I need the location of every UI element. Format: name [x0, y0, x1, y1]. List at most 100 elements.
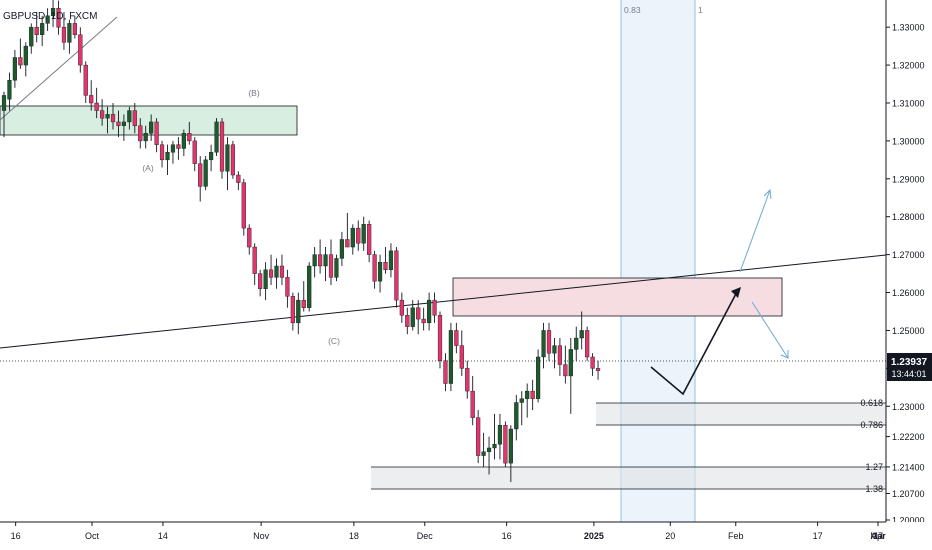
candle-bear[interactable] [198, 156, 203, 202]
candle-bear[interactable] [94, 87, 99, 119]
candle-bear[interactable] [252, 243, 257, 285]
candle-bear[interactable] [530, 379, 535, 411]
candle-bull[interactable] [1, 91, 7, 138]
candle-bull[interactable] [214, 118, 219, 157]
time-axis-bg[interactable] [0, 522, 932, 550]
candle-bear[interactable] [230, 140, 235, 179]
candle-bear[interactable] [61, 12, 67, 50]
candle-bear[interactable] [132, 102, 137, 134]
candle-bull[interactable] [519, 391, 524, 426]
candle-bear[interactable] [437, 311, 443, 369]
candle-bear[interactable] [187, 121, 192, 145]
candle-bear[interactable] [590, 353, 595, 376]
candle-bear[interactable] [219, 118, 225, 179]
candle-bear[interactable] [241, 178, 246, 236]
candle-bull[interactable] [312, 247, 317, 278]
candle-bear[interactable] [236, 171, 241, 191]
candle-bear[interactable] [285, 269, 290, 308]
candle-bear[interactable] [154, 118, 159, 153]
candle-bull[interactable] [492, 413, 497, 460]
candle-bull[interactable] [149, 114, 154, 141]
candle-bull[interactable] [481, 432, 486, 467]
candle-bull[interactable] [427, 292, 432, 331]
candle-bull[interactable] [143, 125, 148, 149]
candle-bear[interactable] [116, 110, 121, 138]
candle-bear[interactable] [192, 137, 197, 172]
candle-bear[interactable] [56, 0, 61, 35]
candle-bear[interactable] [110, 102, 116, 130]
candle-bear[interactable] [585, 326, 590, 361]
candle-bull[interactable] [40, 15, 45, 47]
candle-bear[interactable] [503, 421, 508, 467]
candle-bull[interactable] [121, 114, 126, 141]
candle-bull[interactable] [448, 322, 453, 392]
candle-bull[interactable] [323, 247, 328, 282]
candle-bear[interactable] [476, 410, 481, 464]
candle-bull[interactable] [508, 425, 513, 483]
candle-bear[interactable] [301, 281, 306, 312]
candle-bull[interactable] [263, 262, 268, 301]
candle-bear[interactable] [83, 61, 88, 103]
candle-bull[interactable] [274, 258, 279, 289]
candle-bear[interactable] [595, 360, 601, 380]
candle-bull[interactable] [307, 262, 312, 312]
candle-bear[interactable] [18, 38, 23, 69]
candle-bull[interactable] [50, 0, 56, 28]
candle-bull[interactable] [377, 254, 383, 293]
candle-bear[interactable] [394, 247, 399, 308]
candle-bull[interactable] [165, 144, 170, 176]
candle-bear[interactable] [345, 212, 350, 248]
candle-bear[interactable] [465, 360, 470, 399]
candle-bear[interactable] [399, 292, 404, 323]
candle-bear[interactable] [279, 254, 285, 285]
candle-bear[interactable] [72, 15, 77, 39]
candle-bull[interactable] [105, 106, 110, 134]
candle-bull[interactable] [67, 19, 72, 54]
candle-bear[interactable] [258, 269, 263, 297]
candle-bull[interactable] [574, 326, 579, 361]
candle-bear[interactable] [443, 353, 448, 392]
candle-bull[interactable] [12, 49, 17, 88]
candle-bull[interactable] [388, 243, 394, 278]
candle-bear[interactable] [34, 12, 39, 43]
candle-bear[interactable] [78, 27, 83, 73]
candle-bull[interactable] [536, 349, 541, 403]
price-axis-bg[interactable] [886, 0, 932, 550]
candle-bull[interactable] [334, 254, 339, 282]
candle-bull[interactable] [497, 413, 503, 460]
candle-bull[interactable] [203, 156, 208, 191]
candle-bull[interactable] [29, 23, 34, 54]
candle-bull[interactable] [541, 322, 546, 369]
candle-bear[interactable] [432, 292, 437, 323]
candle-bull[interactable] [350, 224, 355, 255]
candle-bear[interactable] [372, 250, 377, 289]
candle-bear[interactable] [367, 220, 372, 263]
candle-bear[interactable] [557, 338, 562, 376]
candle-bull[interactable] [514, 394, 519, 441]
candle-bull[interactable] [579, 311, 584, 350]
candle-bear[interactable] [454, 322, 459, 354]
candle-bear[interactable] [356, 220, 361, 251]
candle-bear[interactable] [470, 375, 475, 426]
candle-bear[interactable] [421, 307, 426, 331]
candle-bear[interactable] [138, 118, 143, 149]
candle-bull[interactable] [181, 129, 186, 157]
candle-bear[interactable] [247, 224, 252, 255]
candle-bear[interactable] [416, 300, 421, 335]
candle-bull[interactable] [296, 292, 301, 335]
candle-bull[interactable] [568, 338, 573, 414]
candle-bull[interactable] [486, 436, 492, 475]
candle-bull[interactable] [361, 216, 366, 251]
candle-bull[interactable] [208, 144, 214, 172]
candle-bear[interactable] [328, 239, 334, 285]
candle-bear[interactable] [459, 330, 464, 376]
candle-bear[interactable] [546, 322, 552, 361]
candle-bear[interactable] [159, 140, 165, 168]
candle-bull[interactable] [339, 231, 344, 266]
candle-bull[interactable] [127, 106, 132, 130]
candle-bear[interactable] [383, 247, 388, 274]
candle-bear[interactable] [99, 99, 105, 126]
candle-bear[interactable] [176, 137, 181, 160]
candle-bear[interactable] [318, 239, 323, 274]
candle-bear[interactable] [89, 80, 94, 111]
